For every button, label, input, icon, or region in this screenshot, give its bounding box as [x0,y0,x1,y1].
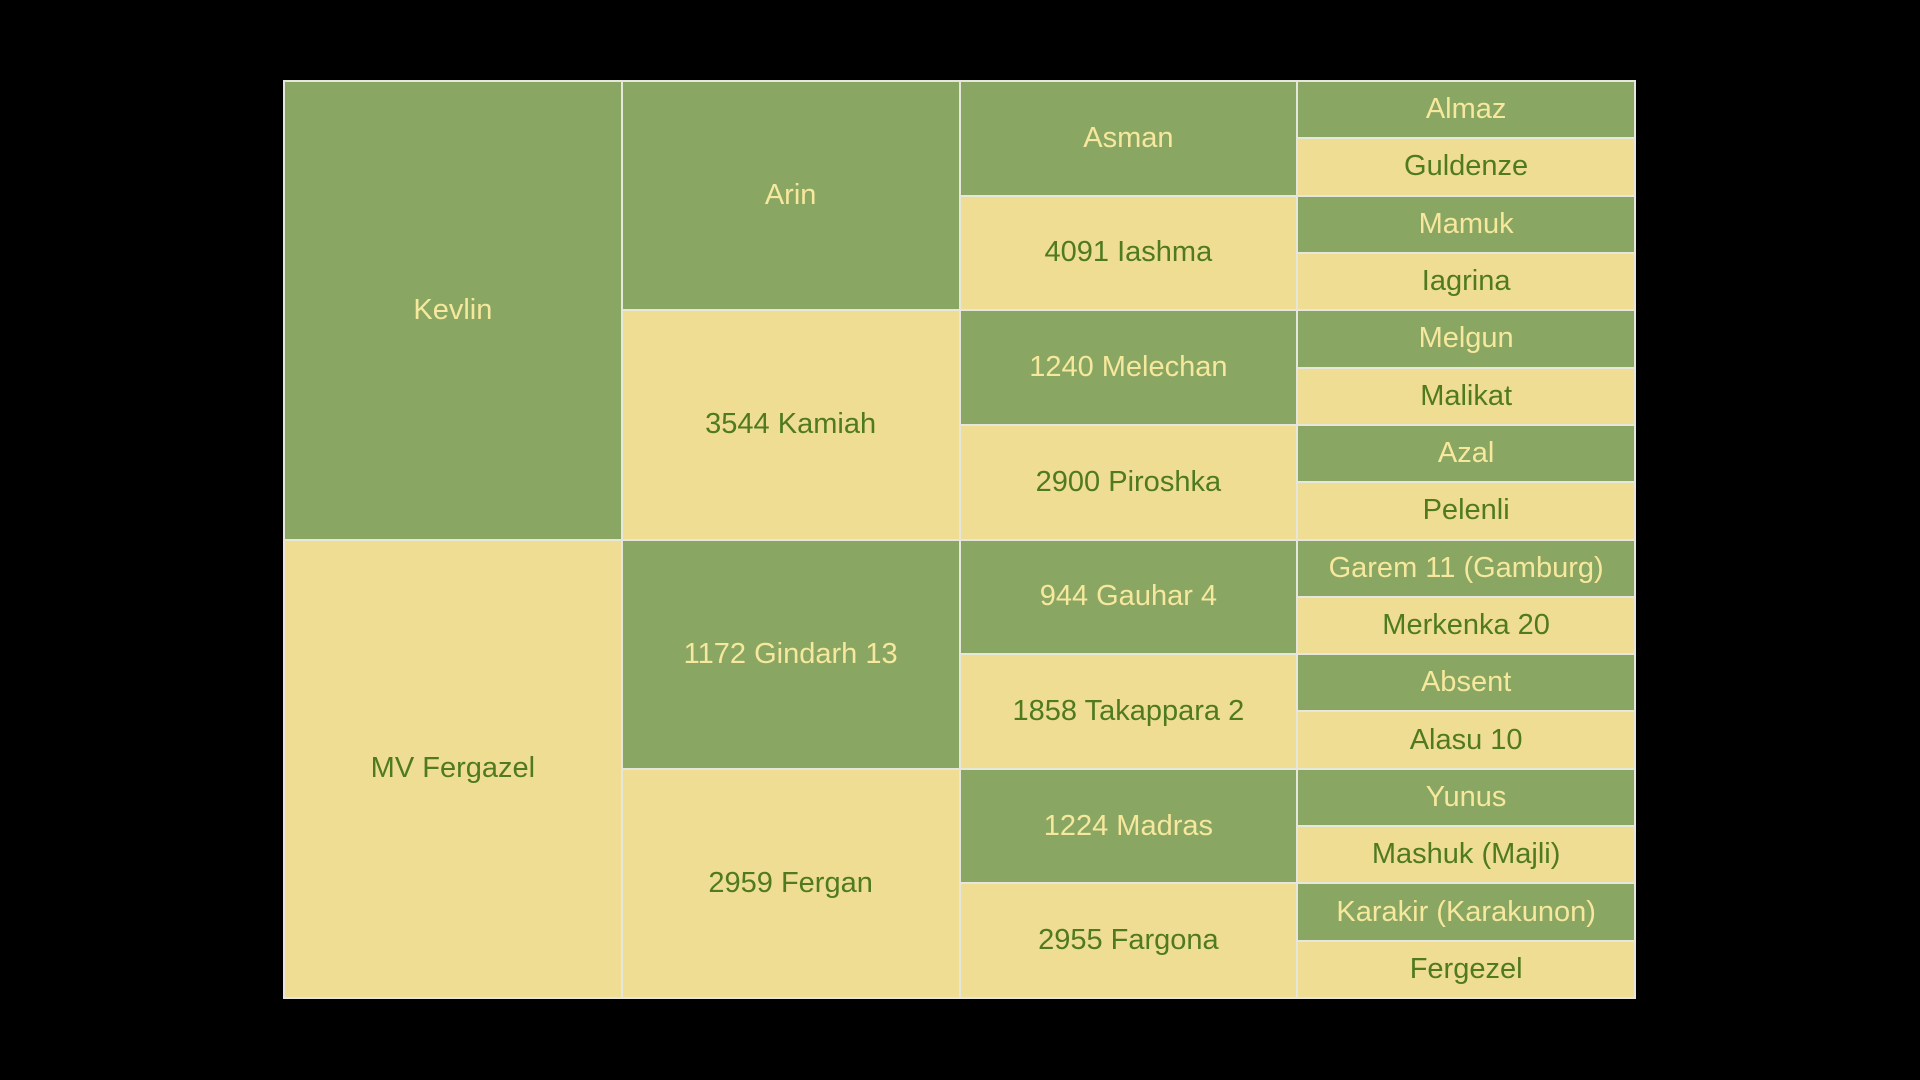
pedigree-cell-sire[interactable]: Azal [1298,425,1634,482]
pedigree-cell-sire[interactable]: 1224 Madras [960,769,1297,883]
pedigree-cell-dam[interactable]: 2900 Piroshka [960,425,1297,539]
pedigree-cell-sire[interactable]: Kevlin [285,82,621,539]
generation-parents: Kevlin MV Fergazel [284,81,622,998]
pedigree-cell-sire[interactable]: Melgun [1298,311,1634,367]
pedigree-cell-sire[interactable]: 944 Gauhar 4 [960,540,1297,654]
generation-grandparents: Arin 3544 Kamiah 1172 Gindarh 13 2959 Fe… [622,81,960,998]
generation-great-grandparents: Asman 4091 Iashma 1240 Melechan 2900 Pir… [960,81,1298,998]
pedigree-cell-sire[interactable]: Karakir (Karakunon) [1298,884,1634,940]
pedigree-cell-dam[interactable]: Fergezel [1298,941,1634,997]
pedigree-cell-sire[interactable]: Mamuk [1298,196,1634,252]
pedigree-cell-sire[interactable]: Arin [622,82,959,310]
pedigree-cell-dam[interactable]: 2959 Fergan [622,769,959,997]
pedigree-cell-sire[interactable]: Almaz [1298,82,1634,138]
pedigree-cell-dam[interactable]: MV Fergazel [285,540,621,997]
pedigree-cell-dam[interactable]: Pelenli [1298,483,1634,539]
pedigree-cell-dam[interactable]: Merkenka 20 [1298,597,1634,654]
pedigree-cell-dam[interactable]: 3544 Kamiah [622,311,959,539]
pedigree-cell-dam[interactable]: Mashuk (Majli) [1298,827,1634,883]
pedigree-cell-dam[interactable]: Alasu 10 [1298,712,1634,768]
pedigree-cell-sire[interactable]: Asman [960,82,1297,195]
pedigree-cell-sire[interactable]: 1240 Melechan [960,311,1297,424]
pedigree-cell-dam[interactable]: Malikat [1298,368,1634,424]
pedigree-cell-dam[interactable]: 2955 Fargona [960,884,1297,997]
pedigree-cell-dam[interactable]: Iagrina [1298,253,1634,310]
pedigree-cell-sire[interactable]: Absent [1298,655,1634,711]
pedigree-cell-sire[interactable]: Yunus [1298,769,1634,826]
pedigree-cell-sire[interactable]: Garem 11 (Gamburg) [1298,540,1634,596]
pedigree-cell-dam[interactable]: Guldenze [1298,139,1634,195]
pedigree-chart: Kevlin MV Fergazel Arin 3544 Kamiah 1172… [283,80,1636,999]
pedigree-cell-dam[interactable]: 1858 Takappara 2 [960,655,1297,768]
generation-great-great-grandparents: Almaz Guldenze Mamuk Iagrina Melgun Mali… [1297,81,1635,998]
pedigree-cell-sire[interactable]: 1172 Gindarh 13 [622,540,959,768]
pedigree-cell-dam[interactable]: 4091 Iashma [960,196,1297,310]
